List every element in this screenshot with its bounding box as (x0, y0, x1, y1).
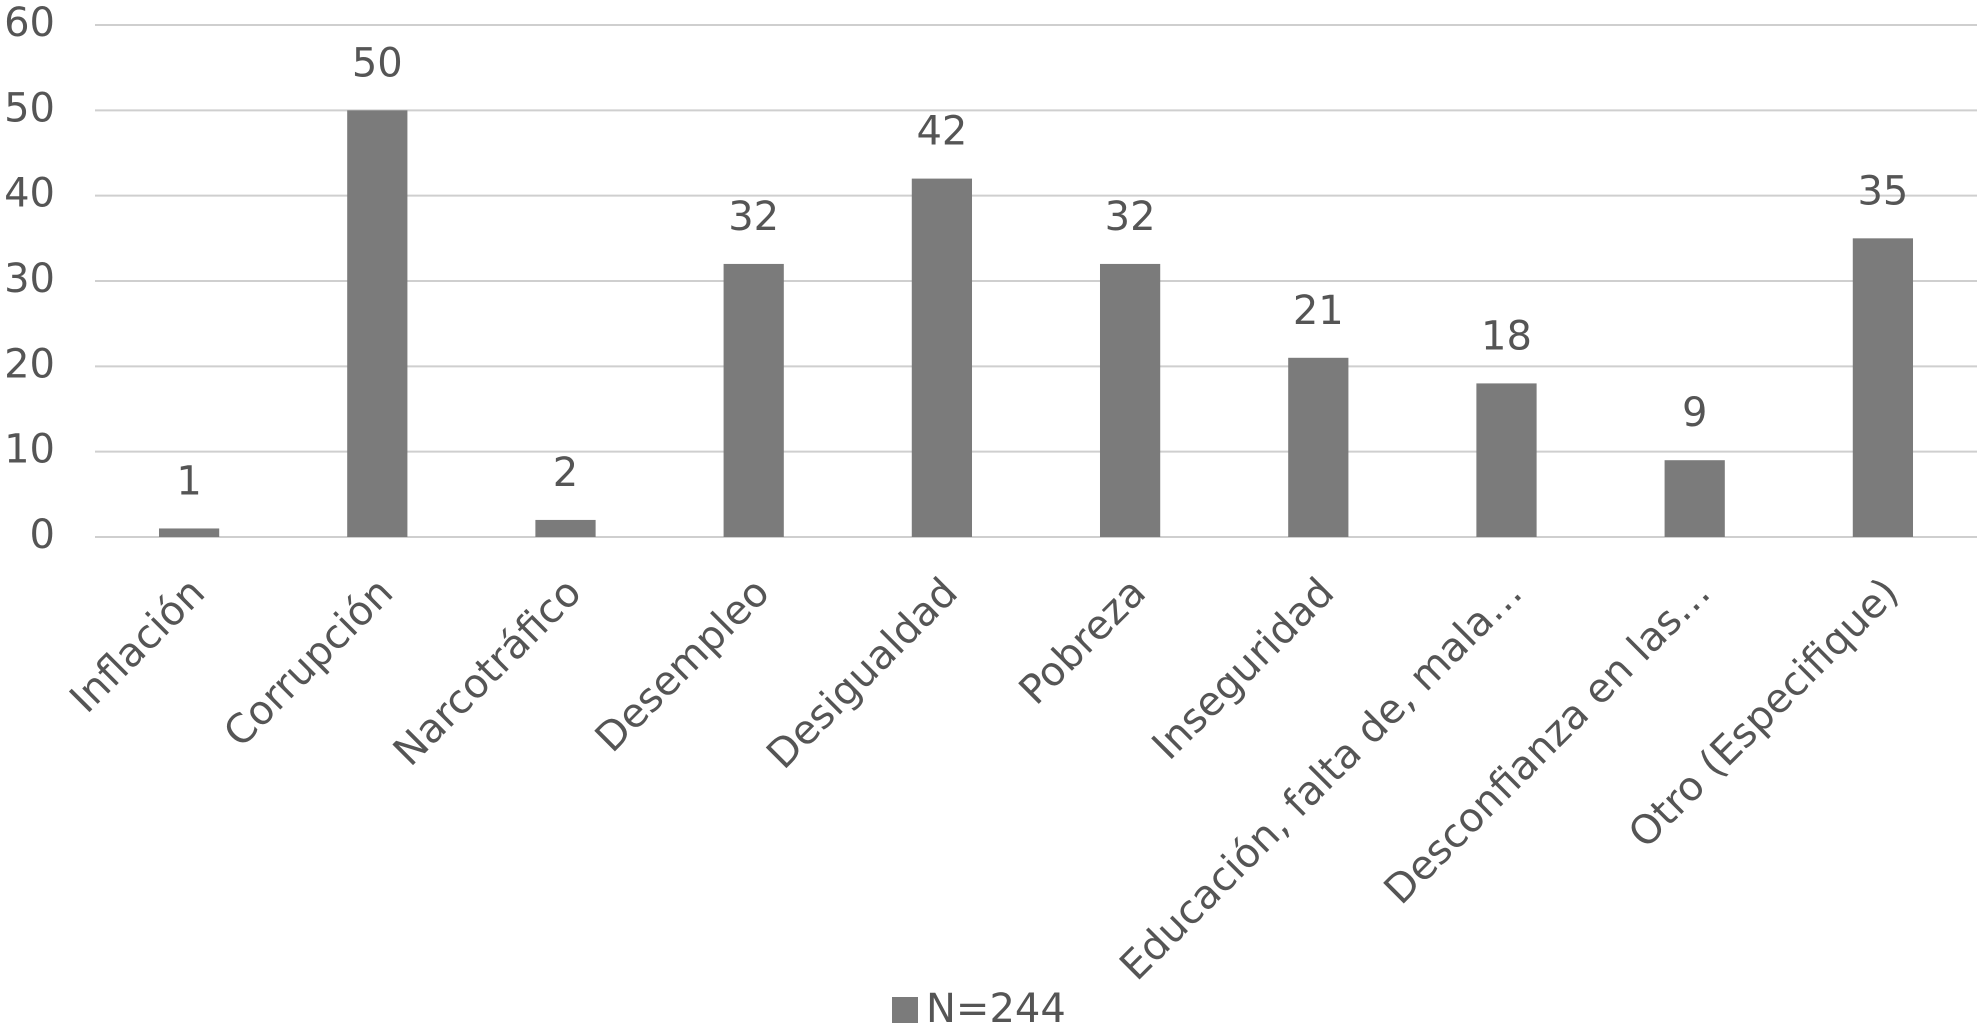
bar (723, 263, 784, 537)
data-label: 18 (1481, 313, 1532, 359)
bar (347, 110, 408, 537)
y-tick-label: 0 (30, 512, 55, 558)
data-label: 35 (1857, 168, 1908, 214)
x-tick-label: Desconfianza en las… (1376, 569, 1720, 913)
data-label: 32 (728, 194, 779, 240)
y-tick-label: 50 (4, 85, 55, 131)
data-label: 1 (176, 458, 201, 504)
x-tick-label: Narcotráfico (385, 569, 591, 775)
y-tick-label: 10 (4, 427, 55, 473)
y-tick-label: 20 (4, 341, 55, 387)
data-label: 32 (1105, 194, 1156, 240)
data-label: 21 (1293, 288, 1344, 334)
legend-swatch (892, 997, 918, 1023)
y-tick-label: 30 (4, 256, 55, 302)
y-tick-label: 40 (4, 171, 55, 217)
y-tick-label: 60 (4, 0, 55, 46)
x-tick-label: Inflación (61, 569, 214, 722)
bar (1852, 238, 1914, 538)
x-tick-label: Desempleo (587, 569, 779, 761)
bar (1099, 263, 1161, 537)
bar (1476, 383, 1537, 537)
bar (1664, 460, 1725, 537)
data-label: 2 (553, 450, 578, 496)
data-label: 42 (916, 109, 967, 155)
x-tick-label: Desigualdad (758, 569, 967, 778)
x-tick-label: Corrupción (215, 569, 402, 756)
bar (911, 178, 973, 537)
data-label: 50 (352, 40, 403, 86)
bar (158, 528, 220, 537)
bar (535, 519, 596, 537)
bar (1288, 357, 1349, 537)
x-tick-label: Pobreza (1011, 569, 1155, 713)
legend-label: N=244 (926, 986, 1066, 1031)
x-tick-label: Inseguridad (1144, 569, 1344, 769)
x-tick-label: Educación, falta de, mala… (1111, 569, 1531, 989)
data-label: 9 (1682, 390, 1707, 436)
